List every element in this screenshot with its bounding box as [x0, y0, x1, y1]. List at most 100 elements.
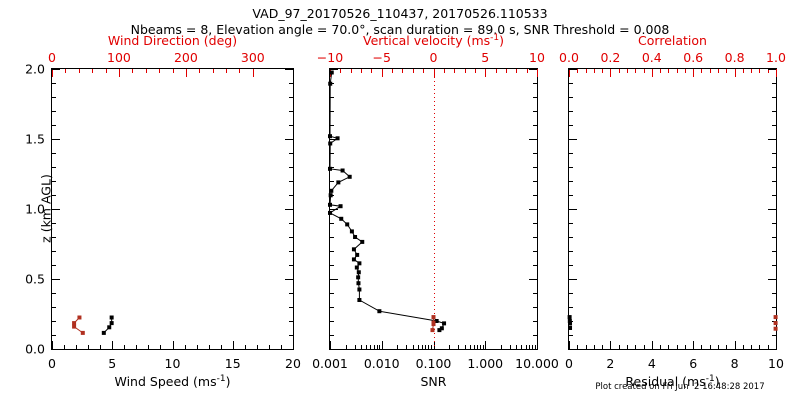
top-tick-label: 0.6	[683, 50, 704, 65]
data-point	[357, 261, 362, 266]
data-point	[349, 229, 354, 234]
data-point	[109, 321, 114, 326]
y-tick-label: 2.0	[25, 61, 45, 77]
y-axis-title: z (km AGL)	[38, 174, 54, 243]
top-tick-label: −5	[372, 50, 391, 65]
axis-ticks-top	[569, 69, 777, 77]
plot-title-line2: Nbeams = 8, Elevation angle = 70.0°, sca…	[130, 22, 670, 37]
top-tick-label: 0.4	[641, 50, 662, 65]
top-tick-label: 0.0	[559, 50, 579, 65]
data-point	[347, 174, 352, 179]
top-axis-title: Wind Direction (deg)	[107, 33, 238, 48]
data-point	[328, 81, 333, 86]
data-point	[340, 168, 345, 173]
data-point	[354, 265, 359, 270]
data-point	[773, 315, 778, 320]
data-point	[773, 326, 778, 331]
data-point	[72, 321, 77, 326]
data-point	[328, 202, 332, 207]
bottom-tick-label: 20	[285, 356, 301, 371]
data-point	[80, 330, 85, 335]
data-point	[356, 275, 361, 280]
data-point	[442, 321, 447, 326]
data-point	[567, 319, 572, 323]
data-point	[72, 324, 77, 329]
top-tick-label: 0	[429, 50, 438, 65]
bottom-axis-title: SNR	[420, 374, 447, 389]
bottom-tick-label: 5	[108, 356, 117, 371]
bottom-tick-label: 4	[647, 356, 656, 371]
data-point	[434, 319, 439, 323]
plot-overlay	[328, 69, 538, 350]
bottom-tick-label: 15	[224, 356, 241, 371]
y-tick-label: 1.0	[25, 201, 45, 217]
bottom-tick-label: 6	[689, 356, 698, 371]
panel-middle	[328, 68, 538, 350]
data-point	[357, 298, 362, 302]
top-tick-label: 10	[529, 50, 545, 65]
top-tick-label: 100	[107, 50, 131, 65]
series-wind-speed	[101, 315, 114, 335]
data-point	[356, 281, 361, 286]
data-point	[335, 136, 340, 141]
data-point	[431, 315, 436, 320]
data-point	[345, 222, 350, 227]
data-point	[360, 239, 365, 244]
bottom-tick-label: 0.100	[415, 356, 452, 371]
data-point	[773, 321, 778, 326]
bottom-tick-label: 1.000	[467, 356, 504, 371]
data-point	[328, 134, 332, 139]
y-tick-label: 0.0	[25, 341, 45, 357]
plot-timestamp: Plot created on Fri Jun 2 16:48:28 2017	[595, 382, 765, 392]
top-tick-label: 0	[48, 50, 56, 65]
data-point	[356, 270, 361, 275]
axis-ticks-bottom	[330, 341, 538, 349]
data-point	[353, 235, 358, 239]
bottom-tick-label: 0	[565, 356, 573, 371]
top-tick-label: 0.2	[600, 50, 621, 65]
plot-overlay	[567, 69, 778, 350]
bottom-tick-label: 0.001	[312, 356, 348, 371]
top-tick-label: 0.8	[724, 50, 745, 65]
data-point	[437, 328, 442, 333]
bottom-axis-title: Wind Speed (ms-1)	[114, 373, 231, 389]
data-point	[101, 330, 106, 335]
data-point	[431, 322, 436, 327]
top-tick-label: 300	[240, 50, 265, 65]
series-residual	[567, 315, 573, 330]
bottom-axis-title: Residual (ms-1)	[625, 373, 720, 389]
bottom-tick-label: 8	[730, 356, 739, 371]
bottom-tick-label: 10	[768, 356, 784, 371]
plot-overlay	[52, 69, 294, 350]
data-point	[329, 188, 334, 193]
data-point	[568, 321, 573, 326]
data-point	[109, 315, 114, 320]
data-point	[339, 216, 344, 221]
data-point	[336, 180, 341, 185]
top-tick-label: 5	[481, 50, 490, 65]
top-tick-label: 200	[173, 50, 198, 65]
y-axis-ticks	[52, 69, 293, 350]
top-axis-title: Correlation	[638, 33, 707, 48]
bottom-tick-label: 10.000	[515, 356, 559, 371]
data-point	[430, 328, 435, 333]
data-point	[439, 326, 444, 331]
series-wind-direction	[72, 315, 85, 335]
data-point	[355, 252, 360, 257]
top-tick-label: 1.0	[766, 50, 786, 65]
axis-ticks-bottom	[52, 341, 294, 349]
data-point	[328, 141, 333, 146]
series-vertical-velocity	[430, 315, 436, 333]
data-point	[377, 309, 382, 314]
y-axis-ticks	[330, 69, 537, 350]
axis-ticks-top	[52, 69, 254, 77]
data-point	[357, 287, 362, 292]
panel-right	[567, 68, 778, 350]
data-point	[77, 315, 82, 320]
bottom-tick-label: 2	[606, 356, 615, 371]
y-axis-ticks	[569, 69, 776, 350]
series-snr	[328, 70, 447, 333]
panel-left	[51, 68, 294, 350]
axis-ticks-top	[330, 69, 538, 77]
data-point	[328, 210, 332, 215]
